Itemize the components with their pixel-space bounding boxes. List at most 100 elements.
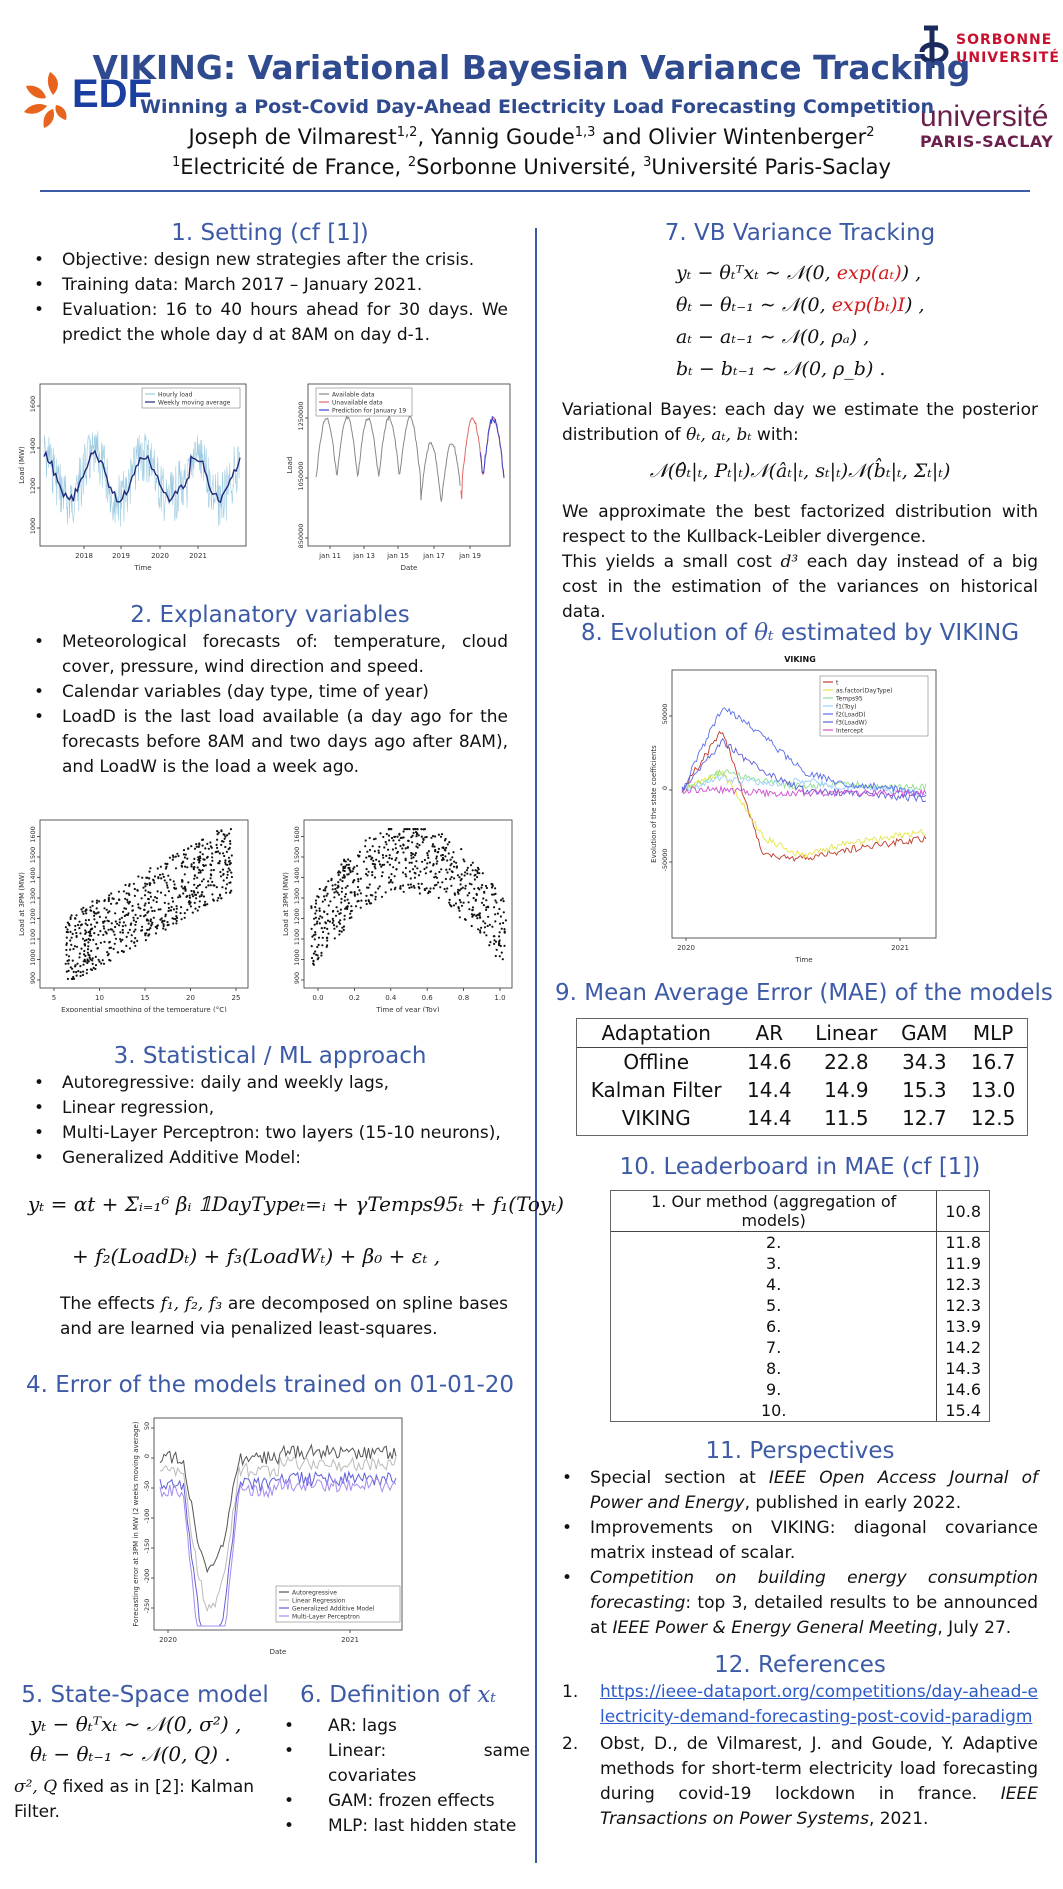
x-tick-label: jan 13 <box>352 552 375 560</box>
scatter-point <box>87 960 90 963</box>
scatter-point <box>313 938 316 941</box>
y-tick-label: -50 <box>143 1481 151 1492</box>
scatter-point <box>104 916 108 919</box>
scatter-point <box>144 885 147 888</box>
scatter-point <box>217 896 220 900</box>
scatter-point <box>74 964 77 967</box>
scatter-point <box>317 956 320 959</box>
scatter-point <box>86 924 89 927</box>
scatter-point <box>202 863 205 867</box>
scatter-point <box>163 879 166 882</box>
y-tick-label: 1600 <box>29 826 37 843</box>
scatter-point <box>459 883 462 886</box>
scatter-point <box>403 828 406 831</box>
scatter-point <box>348 866 351 869</box>
scatter-point <box>107 898 110 901</box>
scatter-point <box>441 858 444 862</box>
scatter-point <box>486 924 489 928</box>
scatter-point <box>88 934 91 937</box>
scatter-point <box>310 906 313 909</box>
scatter-point <box>371 874 374 877</box>
scatter-point <box>69 917 72 921</box>
scatter-point <box>313 917 316 920</box>
scatter-point <box>439 835 443 838</box>
y-tick-label: 1400 <box>293 867 301 884</box>
scatter-point <box>95 907 98 910</box>
scatter-point <box>76 923 80 927</box>
legend-entry: as.factor(DayType) <box>836 688 893 695</box>
list-item: Training data: March 2017 – January 2021… <box>30 273 508 298</box>
x-tick-label: 0.4 <box>385 994 397 1002</box>
legend-box <box>141 387 241 409</box>
scatter-point <box>149 920 152 923</box>
scatter-point <box>478 888 481 891</box>
y-tick-label: 900 <box>29 972 37 984</box>
scatter-point <box>498 931 501 934</box>
scatter-point <box>100 962 103 965</box>
scatter-point <box>437 833 440 836</box>
scatter-point <box>471 906 475 909</box>
scatter-point <box>402 884 405 887</box>
scatter-point <box>206 842 209 845</box>
scatter-point <box>441 846 444 849</box>
statespace-eq2: θₜ − θₜ₋₁ ∼ 𝒩(0, Q) . <box>30 1742 231 1766</box>
scatter-point <box>412 856 415 859</box>
scatter-point <box>373 865 376 868</box>
scatter-point <box>341 880 344 883</box>
scatter-point <box>112 930 115 933</box>
scatter-point <box>472 897 475 900</box>
scatter-point <box>165 865 168 868</box>
scatter-point <box>331 921 334 924</box>
scatter-point <box>499 944 502 948</box>
scatter-point <box>408 886 411 889</box>
scatter-point <box>136 889 139 892</box>
scatter-point <box>411 868 415 871</box>
error-series <box>159 1455 397 1613</box>
scatter-point <box>314 906 317 909</box>
scatter-point <box>191 911 194 914</box>
chart-viking-evolution: VIKING 2020 2021 50000 0 -50000 Time Evolution … <box>630 650 950 970</box>
scatter-point <box>165 863 168 866</box>
section-mae-title: 9. Mean Average Error (MAE) of the model… <box>555 980 1053 1006</box>
scatter-point <box>399 885 402 888</box>
scatter-point <box>381 854 384 857</box>
scatter-point <box>484 922 487 925</box>
scatter-point <box>202 895 206 898</box>
scatter-point <box>383 846 386 849</box>
reference-link[interactable]: https://ieee-dataport.org/competitions/d… <box>600 1682 1038 1727</box>
scatter-point <box>137 903 140 906</box>
scatter-point <box>347 902 350 905</box>
x-axis-label: Date <box>270 1648 287 1656</box>
scatter-point <box>78 956 81 959</box>
scatter-point <box>149 895 152 898</box>
scatter-point <box>218 852 221 855</box>
scatter-point <box>188 896 192 899</box>
scatter-point <box>90 923 93 926</box>
scatter-point <box>222 852 225 855</box>
scatter-point <box>501 897 504 900</box>
scatter-point <box>91 904 94 907</box>
state-coefficient-series <box>681 707 927 798</box>
scatter-point <box>89 958 92 961</box>
scatter-point <box>469 873 472 876</box>
x-tick-label: 0.6 <box>422 994 434 1002</box>
scatter-point <box>417 874 421 877</box>
y-tick-label: 1600 <box>29 396 37 413</box>
scatter-point <box>99 930 102 933</box>
chart-title: VIKING <box>784 655 816 664</box>
scatter-point <box>207 884 210 887</box>
scatter-point <box>147 922 150 925</box>
scatter-point <box>314 931 317 934</box>
scatter-point <box>496 912 499 915</box>
scatter-point <box>85 972 88 975</box>
scatter-point <box>179 912 182 915</box>
scatter-point <box>148 870 151 873</box>
legend-entry: Autoregressive <box>292 1590 337 1597</box>
scatter-point <box>198 868 201 871</box>
scatter-point <box>364 845 367 848</box>
scatter-point <box>193 883 196 886</box>
scatter-point <box>70 936 73 939</box>
scatter-point <box>154 932 158 935</box>
scatter-point <box>110 922 113 925</box>
scatter-point <box>189 901 192 904</box>
